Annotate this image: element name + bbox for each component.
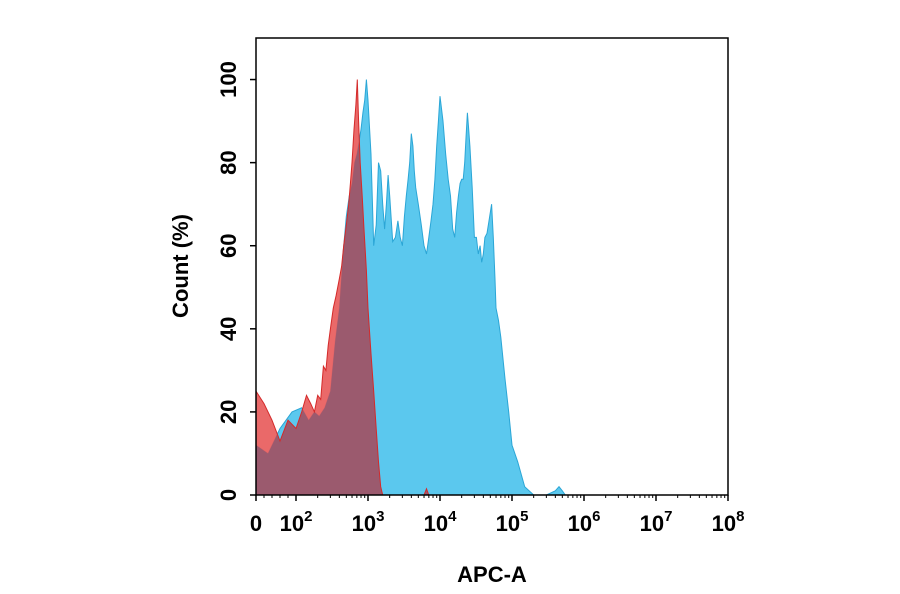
x-tick-label: 108	[712, 508, 745, 536]
overlap-area	[256, 79, 429, 495]
y-axis-title: Count (%)	[168, 214, 193, 318]
x-tick-label: 106	[568, 508, 601, 536]
x-axis-ticks: 0 102 103 104 105 106 107 108	[250, 495, 745, 536]
control-sample-outline	[255, 79, 430, 496]
x-axis-title: APC-A	[457, 562, 527, 587]
y-axis-ticks: 0 20 40 60 80 100	[216, 61, 256, 501]
x-tick-label: 107	[640, 508, 673, 536]
y-tick-label: 40	[216, 317, 241, 341]
x-tick-label: 0	[250, 511, 262, 536]
y-tick-label: 20	[216, 400, 241, 424]
x-tick-label: 105	[496, 508, 529, 536]
y-tick-label: 0	[216, 489, 241, 501]
histogram-series-layer	[255, 79, 566, 496]
y-tick-label: 80	[216, 150, 241, 174]
y-tick-label: 60	[216, 233, 241, 257]
y-tick-label: 100	[216, 61, 241, 98]
plot-frame	[255, 37, 729, 496]
x-tick-label: 104	[424, 508, 457, 536]
x-tick-label: 103	[352, 508, 385, 536]
x-tick-label: 102	[280, 508, 313, 536]
